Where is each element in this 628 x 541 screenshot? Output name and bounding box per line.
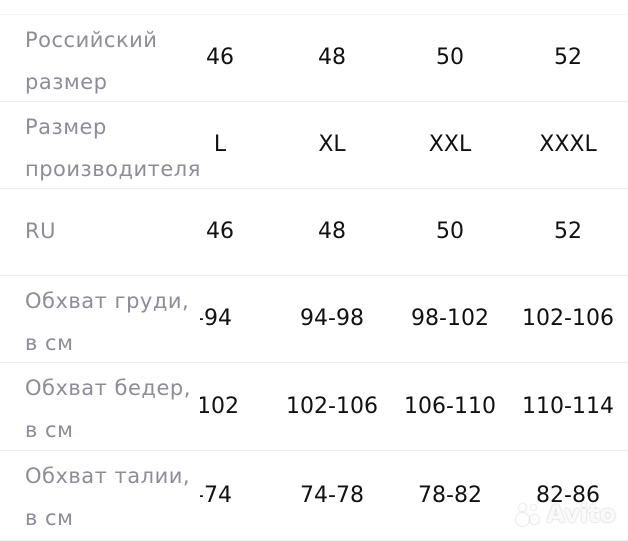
size-value: XL [318, 132, 346, 157]
size-value: L [213, 132, 227, 157]
avito-watermark: Avito [516, 500, 616, 528]
size-value: 50 [436, 219, 464, 244]
size-value: 74-78 [300, 482, 364, 508]
row-label: Обхват бедер, в см [25, 376, 191, 442]
clipped-cell: 70-74 [200, 450, 260, 540]
row-label: Размер производителя [25, 115, 201, 181]
previous-row-edge [0, 0, 628, 15]
size-value: 46 [206, 45, 234, 70]
size-value: 102-106 [522, 306, 614, 331]
size-value: 90-94 [200, 306, 232, 331]
size-value: 98-102 [200, 393, 239, 419]
clipped-cell: 98-102 [200, 362, 260, 450]
watermark-text: Avito [546, 500, 616, 528]
size-value: XXL [428, 132, 472, 157]
table-row: Размер производителя L XL XXL XXXL [0, 101, 628, 189]
size-value: 52 [554, 45, 582, 70]
table-row: Обхват бедер, в см 98-102 102-106 106-110 11… [0, 362, 628, 451]
table-row: Российский размер 46 48 50 52 [0, 14, 628, 102]
row-label: RU [25, 219, 56, 243]
table-row: RU 46 48 50 52 [0, 188, 628, 276]
size-value: 52 [554, 219, 582, 244]
row-label: Обхват груди, в см [25, 289, 190, 355]
size-value: 102-106 [286, 393, 378, 419]
size-value: 106-110 [404, 393, 496, 419]
row-label: Обхват талии, в см [25, 464, 191, 530]
size-value: 48 [318, 45, 346, 70]
size-value: XXXL [539, 132, 597, 157]
size-value: 78-82 [418, 482, 482, 508]
avito-logo-icon [516, 501, 542, 527]
size-value: 98-102 [411, 306, 489, 331]
size-value: 94-98 [300, 306, 364, 331]
table-row: Обхват груди, в см 90-94 94-98 98-102 102-10… [0, 275, 628, 363]
size-value: 48 [318, 219, 346, 244]
size-value: 82-86 [536, 482, 600, 508]
row-label: Российский размер [25, 28, 158, 94]
size-value: 50 [436, 45, 464, 70]
size-value: 110-114 [522, 393, 614, 419]
size-value: 46 [206, 219, 234, 244]
clipped-cell: 90-94 [200, 275, 260, 362]
size-value: 70-74 [200, 482, 232, 508]
